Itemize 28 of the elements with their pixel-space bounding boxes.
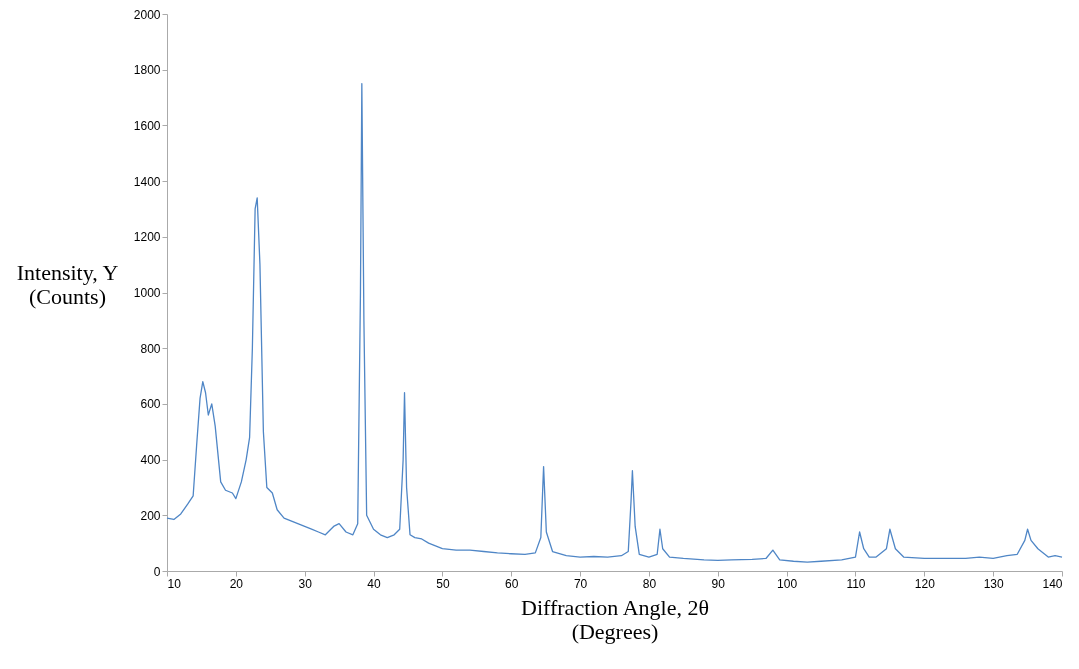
y-tick-label: 200	[140, 508, 161, 523]
x-tick-label: 130	[983, 576, 1004, 591]
x-tick-label: 40	[367, 576, 382, 591]
x-tick-label: 50	[436, 576, 450, 591]
y-tick-label: 400	[140, 453, 161, 468]
y-tick-label: 1600	[133, 118, 161, 133]
x-tick-label: 120	[914, 576, 936, 591]
y-tick-label: 1200	[133, 230, 161, 245]
x-tick-label: 60	[505, 576, 519, 591]
x-tick-label: 70	[573, 576, 588, 591]
y-tick-label: 0	[153, 564, 161, 579]
x-tick-label: 10	[167, 576, 182, 591]
x-tick-label: 20	[229, 576, 244, 591]
x-tick-label: 90	[711, 576, 726, 591]
y-tick-label: 1400	[133, 174, 161, 189]
y-tick-label: 2000	[133, 7, 161, 22]
y-tick-label: 600	[140, 397, 161, 412]
x-tick-label: 30	[298, 576, 313, 591]
y-tick-label: 1000	[133, 286, 161, 300]
line-series	[166, 82, 1063, 563]
x-tick-label: 80	[642, 576, 657, 591]
y-tick-label: 800	[140, 341, 161, 356]
y-axis-title: Intensity, Y (Counts)	[16, 259, 119, 309]
x-axis-title: Diffraction Angle, 2θ (Degrees)	[521, 594, 709, 644]
x-tick-label: 140	[1042, 576, 1063, 591]
x-tick-label: 110	[846, 576, 866, 591]
y-tick-label: 1800	[133, 63, 161, 78]
x-tick-label: 100	[777, 576, 798, 591]
